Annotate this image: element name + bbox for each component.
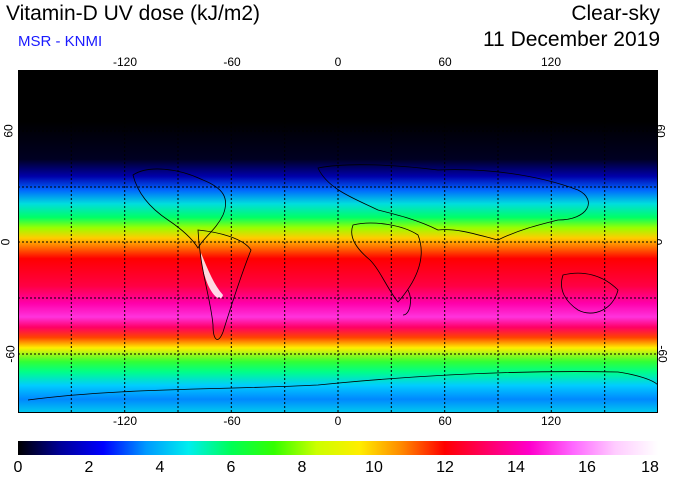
longitude-labels-top: -120 -60 0 60 120 — [18, 55, 658, 71]
lon-label: -60 — [223, 55, 241, 69]
product-label: Clear-sky — [571, 2, 660, 25]
lon-label: -120 — [112, 414, 138, 428]
coastlines — [27, 164, 658, 401]
colorbar-label: 14 — [507, 459, 525, 476]
graticule — [18, 70, 658, 413]
colorbar-label: 8 — [297, 459, 307, 476]
andes-high-dose — [201, 253, 223, 299]
lon-label: 0 — [334, 414, 342, 428]
colorbar-label: 18 — [641, 459, 659, 476]
lon-label: 60 — [438, 414, 452, 428]
lat-label-left: 0 — [0, 239, 12, 246]
map-title: Vitamin-D UV dose (kJ/m2) — [6, 2, 261, 25]
colorbar-label: 0 — [13, 459, 23, 476]
longitude-labels-bottom: -120 -60 0 60 120 — [18, 414, 658, 430]
date-label: 11 December 2019 — [482, 28, 660, 51]
lon-label: 60 — [438, 55, 452, 69]
map-border — [18, 70, 658, 413]
lat-label-left: -60 — [3, 345, 18, 363]
lon-label: 120 — [540, 414, 562, 428]
lat-label-left: 60 — [1, 124, 16, 138]
colorbar — [18, 441, 658, 455]
colorbar-labels: 0 2 4 6 8 10 12 14 16 18 — [14, 459, 659, 479]
colorbar-label: 4 — [155, 459, 165, 476]
colorbar-label: 12 — [436, 459, 454, 476]
lon-label: 0 — [334, 55, 342, 69]
colorbar-label: 6 — [226, 459, 236, 476]
colorbar-label: 16 — [578, 459, 596, 476]
colorbar-label: 2 — [84, 459, 94, 476]
lon-label: -60 — [223, 414, 241, 428]
lon-label: 120 — [540, 55, 562, 69]
source-label: MSR - KNMI — [18, 33, 103, 50]
uv-dose-map — [18, 70, 658, 413]
colorbar-label: 10 — [365, 459, 383, 476]
lon-label: -120 — [112, 55, 138, 69]
